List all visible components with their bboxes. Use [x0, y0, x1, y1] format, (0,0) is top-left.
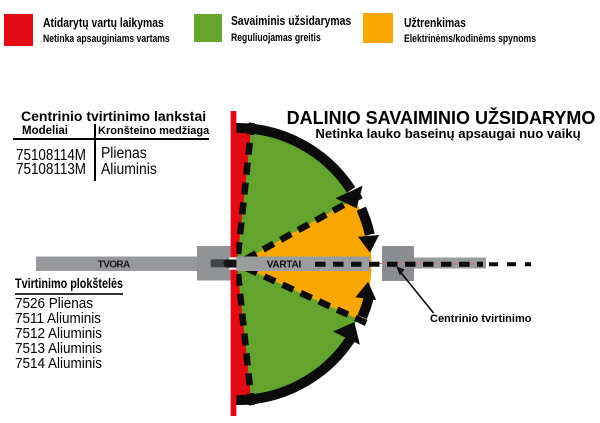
svg-text:TVORA: TVORA: [98, 260, 131, 271]
svg-text:VARTAI: VARTAI: [267, 260, 302, 271]
